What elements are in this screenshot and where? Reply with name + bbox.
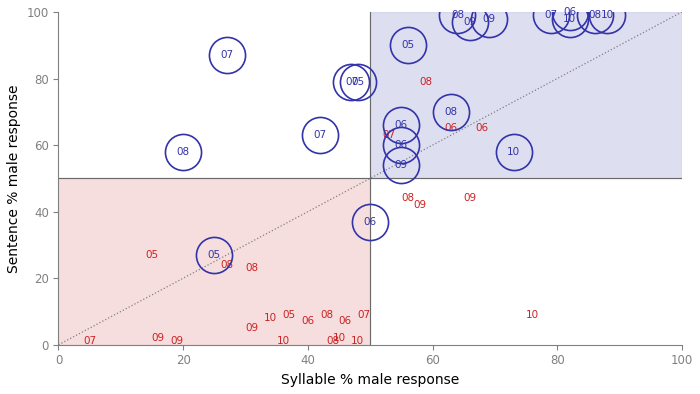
Text: 09: 09 [395, 160, 408, 170]
Text: 09: 09 [414, 200, 426, 210]
Text: 06: 06 [301, 316, 314, 327]
Text: 08: 08 [320, 310, 333, 320]
Text: 05: 05 [208, 250, 221, 260]
Text: 09: 09 [152, 333, 164, 343]
Text: 09: 09 [463, 17, 477, 27]
Text: 06: 06 [339, 316, 352, 327]
Text: 06: 06 [563, 7, 576, 17]
Text: 05: 05 [401, 40, 414, 50]
Text: 06: 06 [395, 120, 408, 130]
Text: 08: 08 [176, 147, 190, 157]
Text: 06: 06 [395, 140, 408, 150]
Text: 08: 08 [401, 193, 414, 203]
Text: 07: 07 [545, 10, 558, 20]
Text: 08: 08 [326, 336, 340, 346]
Text: 10: 10 [276, 336, 290, 346]
Text: 09: 09 [463, 193, 477, 203]
Bar [59, 178, 370, 345]
Text: 09: 09 [245, 323, 258, 333]
Text: 10: 10 [264, 313, 277, 323]
Text: 06: 06 [476, 123, 489, 134]
Text: 08: 08 [420, 77, 433, 87]
Text: 08: 08 [588, 10, 601, 20]
Text: 08: 08 [220, 260, 233, 270]
Text: 09: 09 [482, 14, 495, 24]
Text: 05: 05 [283, 310, 295, 320]
Text: 10: 10 [526, 310, 539, 320]
Text: 06: 06 [363, 217, 377, 227]
Text: 08: 08 [451, 10, 464, 20]
Text: 07: 07 [314, 130, 327, 140]
Text: 06: 06 [444, 123, 458, 134]
Text: 10: 10 [563, 14, 576, 24]
Text: 10: 10 [332, 333, 346, 343]
Text: 10: 10 [601, 10, 614, 20]
Text: 08: 08 [444, 107, 458, 117]
X-axis label: Syllable % male response: Syllable % male response [281, 373, 459, 387]
Text: 07: 07 [83, 336, 96, 346]
Text: 08: 08 [245, 263, 258, 273]
Text: 10: 10 [351, 336, 364, 346]
Text: 09: 09 [170, 336, 183, 346]
Text: 07: 07 [358, 310, 370, 320]
Bar [370, 12, 682, 178]
Text: 07: 07 [345, 77, 358, 87]
Text: 05: 05 [146, 250, 159, 260]
Text: 05: 05 [351, 77, 364, 87]
Y-axis label: Sentence % male response: Sentence % male response [7, 84, 21, 273]
Text: 10: 10 [507, 147, 520, 157]
Text: 07: 07 [382, 130, 396, 140]
Text: 07: 07 [220, 50, 233, 60]
